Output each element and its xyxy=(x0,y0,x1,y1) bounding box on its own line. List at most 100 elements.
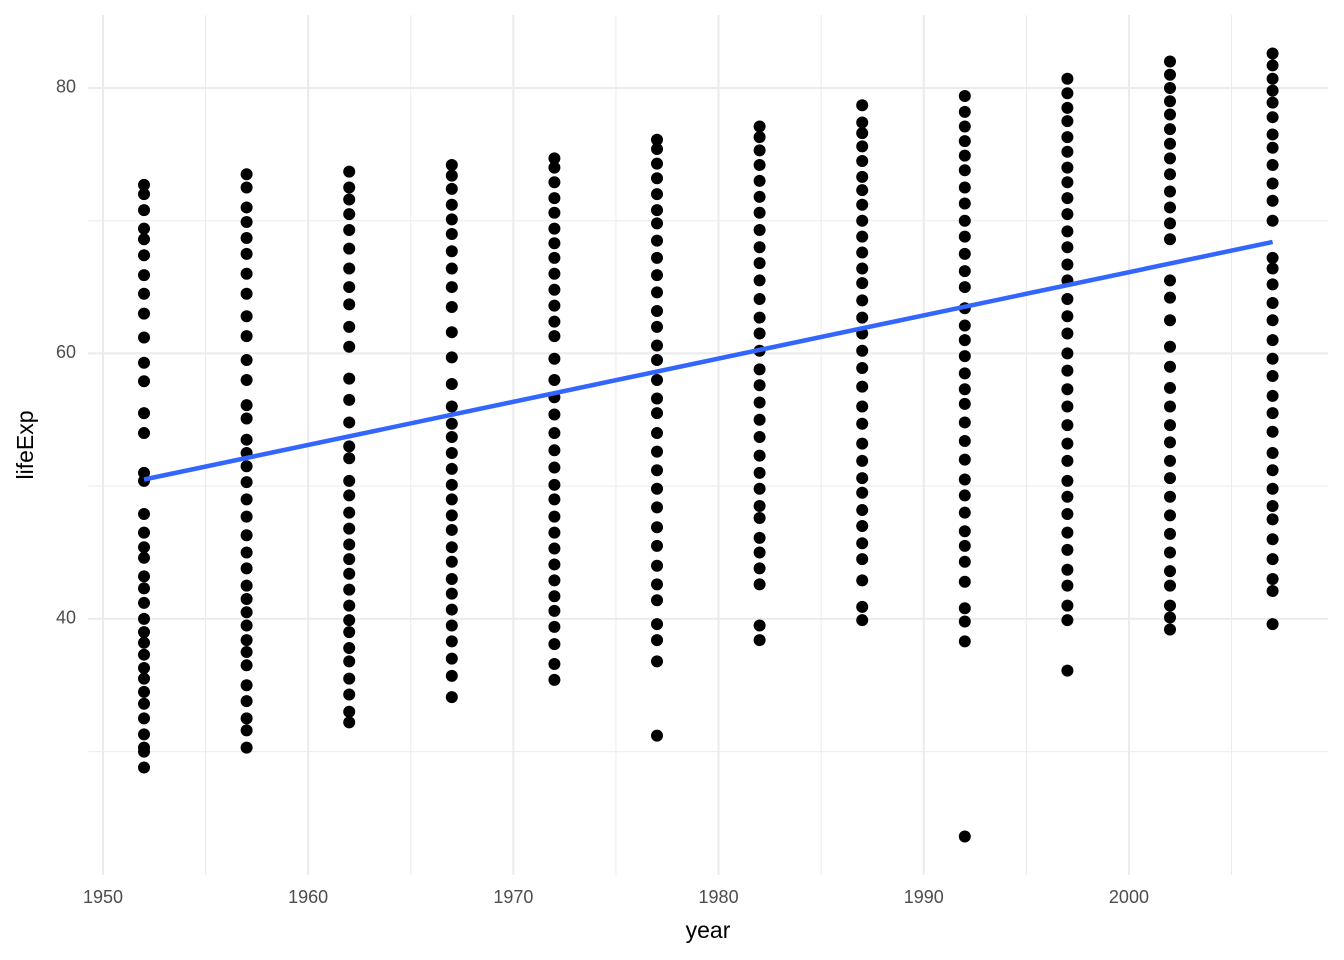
point xyxy=(445,417,458,430)
point xyxy=(958,149,971,162)
point xyxy=(1061,614,1074,627)
point xyxy=(548,373,561,386)
point xyxy=(651,634,664,647)
x-tick-label: 1960 xyxy=(288,887,328,907)
point xyxy=(958,575,971,588)
point xyxy=(1163,137,1176,150)
point xyxy=(445,446,458,459)
point xyxy=(138,636,151,649)
point xyxy=(753,562,766,575)
point xyxy=(1163,168,1176,181)
point xyxy=(1266,446,1279,459)
point xyxy=(856,614,869,627)
point xyxy=(1061,131,1074,144)
point xyxy=(1061,383,1074,396)
point xyxy=(856,417,869,430)
point xyxy=(1266,314,1279,327)
point xyxy=(958,435,971,448)
point xyxy=(138,222,151,235)
point xyxy=(548,657,561,670)
point xyxy=(138,233,151,246)
point xyxy=(138,331,151,344)
point xyxy=(1163,472,1176,485)
point xyxy=(651,559,664,572)
point xyxy=(343,320,356,333)
point xyxy=(1266,251,1279,264)
point xyxy=(753,257,766,270)
point xyxy=(343,553,356,566)
point xyxy=(138,685,151,698)
point xyxy=(445,669,458,682)
point xyxy=(138,582,151,595)
point xyxy=(445,326,458,339)
point xyxy=(240,168,253,181)
point xyxy=(445,245,458,258)
point xyxy=(548,192,561,205)
point xyxy=(753,274,766,287)
point xyxy=(445,182,458,195)
point xyxy=(343,583,356,596)
point xyxy=(343,340,356,353)
point xyxy=(958,416,971,429)
point xyxy=(240,399,253,412)
point xyxy=(651,286,664,299)
point xyxy=(753,120,766,133)
point xyxy=(445,377,458,390)
point xyxy=(753,619,766,632)
point xyxy=(240,231,253,244)
point xyxy=(856,214,869,227)
point xyxy=(1061,176,1074,189)
point xyxy=(753,546,766,559)
point xyxy=(1163,340,1176,353)
point xyxy=(343,716,356,729)
point xyxy=(856,230,869,243)
point xyxy=(651,618,664,631)
point xyxy=(1061,347,1074,360)
point xyxy=(343,452,356,465)
point xyxy=(240,181,253,194)
point xyxy=(1266,573,1279,586)
point xyxy=(548,330,561,343)
point xyxy=(856,486,869,499)
point xyxy=(1061,145,1074,158)
point xyxy=(138,741,151,754)
point xyxy=(1061,454,1074,467)
point xyxy=(753,379,766,392)
y-tick-label: 80 xyxy=(56,77,76,97)
point xyxy=(138,612,151,625)
point xyxy=(445,431,458,444)
point xyxy=(856,99,869,112)
point xyxy=(548,427,561,440)
point xyxy=(138,551,151,564)
point xyxy=(343,208,356,221)
point xyxy=(138,596,151,609)
point xyxy=(343,165,356,178)
point xyxy=(1266,464,1279,477)
point xyxy=(445,400,458,413)
point xyxy=(958,350,971,363)
point xyxy=(240,712,253,725)
point xyxy=(1061,543,1074,556)
x-tick-label: 1990 xyxy=(904,887,944,907)
point xyxy=(958,197,971,210)
point xyxy=(1163,623,1176,636)
point xyxy=(753,531,766,544)
point xyxy=(958,830,971,843)
point xyxy=(1163,217,1176,230)
point xyxy=(445,555,458,568)
point xyxy=(651,578,664,591)
point xyxy=(548,315,561,328)
point xyxy=(240,247,253,260)
point xyxy=(343,599,356,612)
point xyxy=(753,413,766,426)
point xyxy=(445,603,458,616)
point xyxy=(1061,474,1074,487)
point xyxy=(753,241,766,254)
point xyxy=(1266,533,1279,546)
y-tick-label: 40 xyxy=(56,608,76,628)
point xyxy=(138,356,151,369)
point xyxy=(1163,490,1176,503)
point xyxy=(240,493,253,506)
point xyxy=(1061,327,1074,340)
point xyxy=(651,172,664,185)
